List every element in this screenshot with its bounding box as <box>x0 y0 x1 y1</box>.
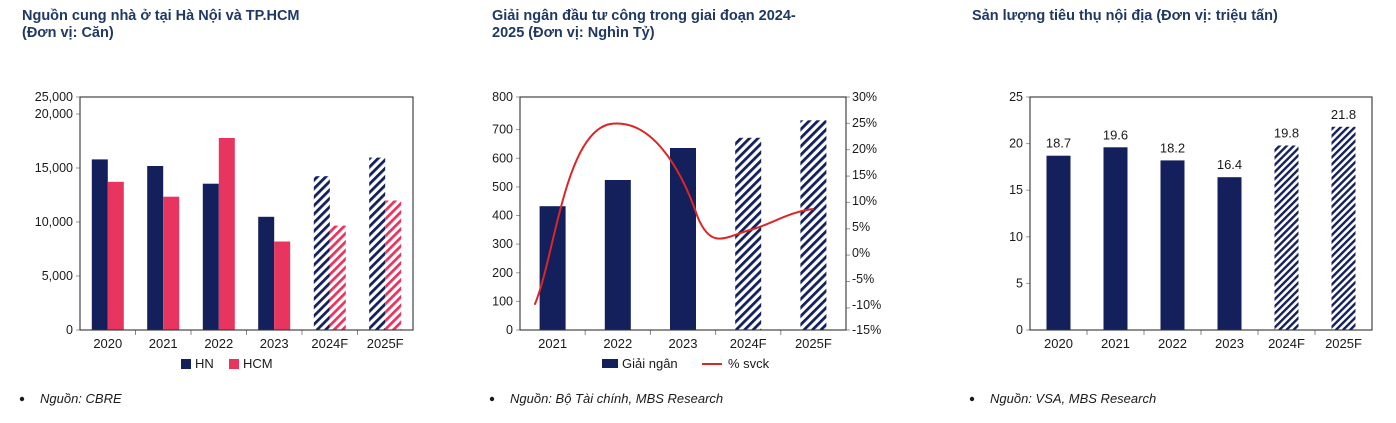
svg-text:Nguồn: Bộ Tài chính, MBS Resea: Nguồn: Bộ Tài chính, MBS Research <box>510 391 723 406</box>
svg-text:30%: 30% <box>852 90 877 104</box>
svg-text:2023: 2023 <box>260 336 289 351</box>
svg-text:25%: 25% <box>852 116 877 130</box>
svg-text:21.8: 21.8 <box>1331 107 1356 122</box>
svg-text:2020: 2020 <box>93 336 122 351</box>
svg-text:15: 15 <box>1009 183 1023 197</box>
svg-text:5,000: 5,000 <box>42 269 73 283</box>
svg-text:20: 20 <box>1009 137 1023 151</box>
svg-text:700: 700 <box>492 123 513 137</box>
svg-text:100: 100 <box>492 294 513 308</box>
svg-text:2022: 2022 <box>204 336 233 351</box>
svg-text:19.6: 19.6 <box>1103 127 1128 142</box>
svg-text:5: 5 <box>1016 276 1023 290</box>
svg-text:25: 25 <box>1009 90 1023 104</box>
svg-text:18.2: 18.2 <box>1160 140 1185 155</box>
svg-text:2024F: 2024F <box>1268 336 1305 351</box>
svg-text:10%: 10% <box>852 194 877 208</box>
svg-text:2021: 2021 <box>538 336 567 351</box>
svg-text:20%: 20% <box>852 142 877 156</box>
svg-text:10,000: 10,000 <box>35 215 73 229</box>
svg-text:5%: 5% <box>852 220 870 234</box>
svg-text:2023: 2023 <box>669 336 698 351</box>
svg-text:Nguồn: VSA, MBS Research: Nguồn: VSA, MBS Research <box>990 391 1156 406</box>
svg-text:200: 200 <box>492 266 513 280</box>
svg-text:2022: 2022 <box>1158 336 1187 351</box>
svg-text:0%: 0% <box>852 246 870 260</box>
svg-text:-15%: -15% <box>852 323 881 337</box>
svg-text:2025F: 2025F <box>1325 336 1362 351</box>
svg-text:0: 0 <box>1016 323 1023 337</box>
svg-text:2023: 2023 <box>1215 336 1244 351</box>
svg-text:0: 0 <box>66 323 73 337</box>
svg-text:2022: 2022 <box>603 336 632 351</box>
svg-text:0: 0 <box>506 323 513 337</box>
svg-text:800: 800 <box>492 90 513 104</box>
svg-text:Giải ngân: Giải ngân <box>622 356 678 371</box>
svg-text:16.4: 16.4 <box>1217 157 1242 172</box>
svg-text:2024F: 2024F <box>730 336 767 351</box>
svg-text:Nguồn: CBRE: Nguồn: CBRE <box>40 391 122 406</box>
svg-text:25,000: 25,000 <box>35 90 73 104</box>
svg-text:15%: 15% <box>852 168 877 182</box>
svg-text:10: 10 <box>1009 230 1023 244</box>
svg-text:2024F: 2024F <box>311 336 348 351</box>
svg-text:600: 600 <box>492 151 513 165</box>
svg-text:19.8: 19.8 <box>1274 126 1299 141</box>
svg-text:20,000: 20,000 <box>35 107 73 121</box>
svg-text:2021: 2021 <box>149 336 178 351</box>
svg-text:HCM: HCM <box>243 356 273 371</box>
svg-text:18.7: 18.7 <box>1046 136 1071 151</box>
svg-text:2020: 2020 <box>1044 336 1073 351</box>
svg-text:2021: 2021 <box>1101 336 1130 351</box>
svg-text:300: 300 <box>492 237 513 251</box>
svg-text:-10%: -10% <box>852 298 881 312</box>
svg-text:400: 400 <box>492 209 513 223</box>
svg-text:-5%: -5% <box>852 272 874 286</box>
svg-text:HN: HN <box>195 356 214 371</box>
svg-text:2025F: 2025F <box>795 336 832 351</box>
svg-text:500: 500 <box>492 180 513 194</box>
svg-text:% svck: % svck <box>728 356 770 371</box>
svg-text:15,000: 15,000 <box>35 161 73 175</box>
svg-text:2025F: 2025F <box>367 336 404 351</box>
